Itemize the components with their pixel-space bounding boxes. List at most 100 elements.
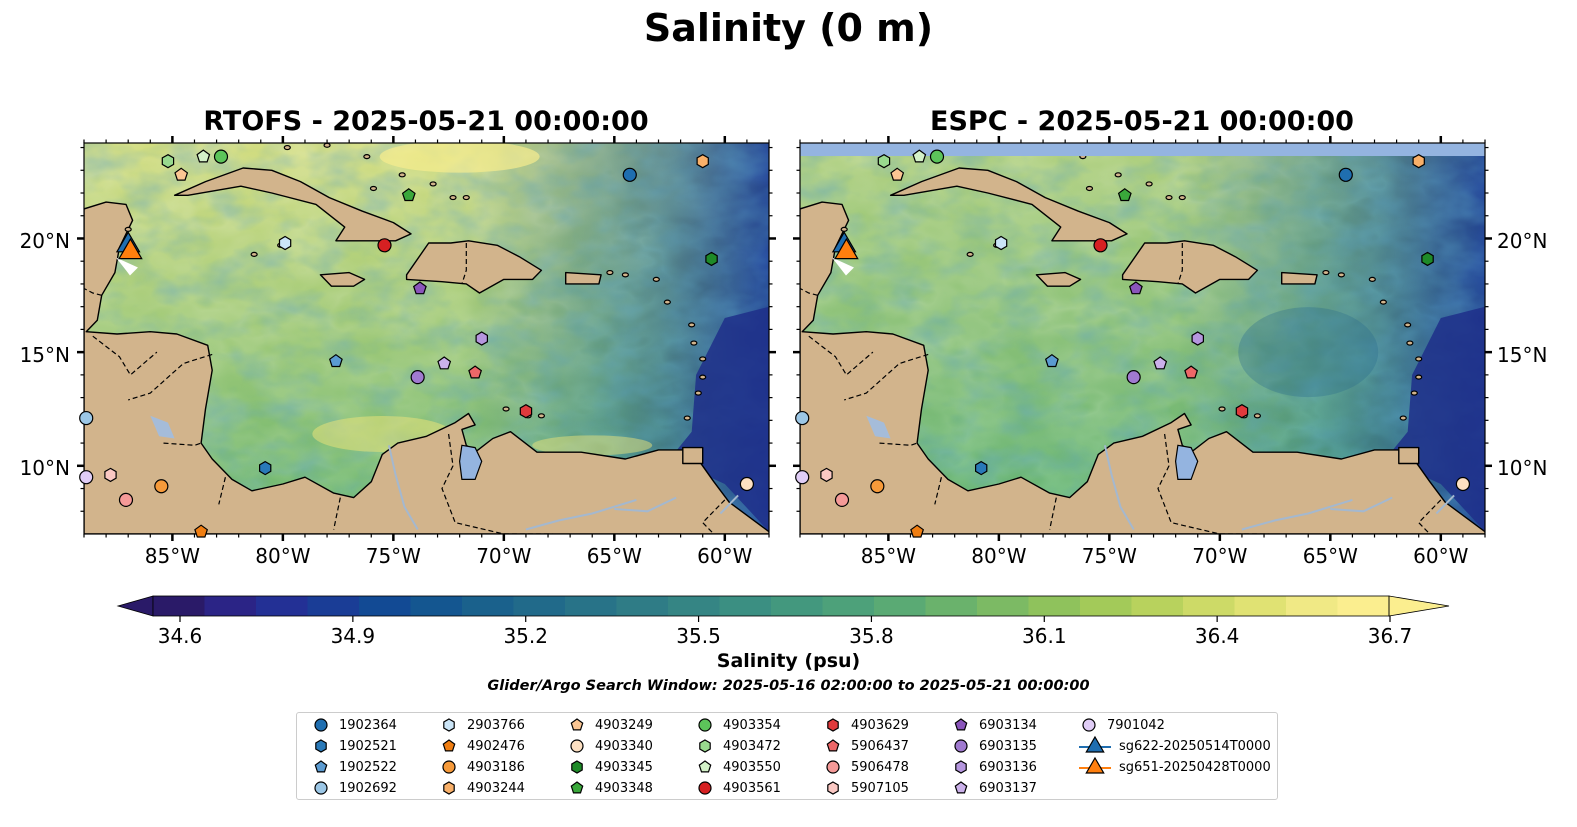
legend-label: 5906478: [851, 759, 909, 775]
legend-item: 2903766: [437, 715, 525, 735]
colorbar-segment: [359, 596, 411, 616]
lat-label: 10°N: [19, 456, 70, 480]
legend-triangle-marker: [1085, 735, 1105, 753]
colorbar-segment: [307, 596, 360, 616]
legend-marker: [443, 718, 455, 732]
legend-circle-icon: [314, 781, 328, 795]
legend-label: 2903766: [467, 717, 525, 733]
legend-label: 4903561: [723, 780, 781, 796]
colorbar-segment: [1337, 596, 1390, 616]
legend-pentagon-icon: [314, 760, 328, 773]
legend-item: 5907105: [821, 778, 909, 798]
legend-marker: [954, 718, 968, 731]
colorbar-segment: [1183, 596, 1235, 616]
legend-label: 4903550: [723, 759, 781, 775]
legend-pentagon-icon: [826, 739, 840, 752]
legend-label: 7901042: [1107, 717, 1165, 733]
legend-label: 6903137: [979, 780, 1037, 796]
legend-marker: [314, 718, 328, 732]
float-marker-7901042: [79, 470, 94, 485]
lon-label: 70°W: [1192, 544, 1248, 568]
float-marker-6903134: [1128, 281, 1143, 295]
colorbar-segment: [565, 596, 617, 616]
legend-marker: [698, 760, 712, 773]
legend-marker: [314, 781, 328, 795]
espc-panel-title: ESPC - 2025-05-21 00:00:00: [930, 106, 1354, 137]
colorbar-segment: [1234, 596, 1287, 616]
colorbar-tick-label: 34.9: [330, 624, 376, 648]
legend-label: 4903186: [467, 759, 525, 775]
colorbar-label: Salinity (psu): [716, 650, 861, 672]
espc-map: [793, 136, 1492, 541]
glider-track: [115, 257, 138, 276]
legend-marker: [827, 718, 839, 732]
figure-title: Salinity (0 m): [643, 6, 934, 50]
legend-item: 1902522: [309, 757, 397, 777]
legend-marker: [315, 739, 327, 753]
legend-item: 1902521: [309, 736, 397, 756]
legend-item: 1902364: [309, 715, 397, 735]
legend-item: sg622-20250514T0000: [1077, 735, 1271, 756]
float-marker-4903186: [154, 479, 169, 494]
float-marker-5906478: [118, 492, 134, 508]
float-marker-4903345: [705, 251, 718, 267]
colorbar-segment: [771, 596, 823, 616]
float-markers: [795, 149, 1471, 538]
colorbar-segment: [1131, 596, 1184, 616]
colorbar-segment: [719, 596, 772, 616]
float-marker-1902692: [79, 410, 94, 426]
legend-pentagon-icon: [954, 718, 968, 731]
float-marker-6903134: [412, 281, 427, 295]
legend-label: 1902521: [339, 738, 397, 754]
legend-circle-icon: [1082, 718, 1096, 732]
float-marker-7901042: [795, 470, 810, 485]
glider-marker-sg651-20250428T0000: [118, 237, 143, 260]
colorbar-tick-label: 35.5: [676, 624, 721, 648]
colorbar-tick-label: 35.2: [503, 624, 548, 648]
legend-label: 1902522: [339, 759, 397, 775]
colorbar-segment: [977, 596, 1029, 616]
float-marker-6903135: [1126, 370, 1141, 385]
legend-item: sg651-20250428T0000: [1077, 756, 1271, 777]
legend-pentagon-icon: [570, 781, 584, 794]
legend-label: 1902364: [339, 717, 397, 733]
float-marker-6903136: [475, 331, 488, 346]
legend-circle-icon: [698, 781, 712, 795]
legend-marker: [699, 739, 711, 753]
legend-label: 4903472: [723, 738, 781, 754]
lat-label: 15°N: [19, 343, 70, 367]
colorbar-extend-max: [1388, 595, 1450, 617]
search-window-text: Glider/Argo Search Window: 2025-05-16 02…: [487, 678, 1090, 694]
float-marker-1902521: [259, 460, 272, 476]
legend-hexagon-icon: [699, 739, 711, 753]
lon-label: 85°W: [860, 544, 916, 568]
legend-circle-icon: [570, 739, 584, 753]
float-marker-6903135: [410, 370, 425, 385]
legend-item: 6903136: [949, 757, 1037, 777]
lon-label: 60°W: [1413, 544, 1469, 568]
colorbar-tick-label: 36.7: [1367, 624, 1413, 648]
legend-item: 4903244: [437, 778, 525, 798]
lat-label: 15°N: [1497, 343, 1548, 367]
float-marker-1902692: [795, 410, 810, 426]
float-marker-4903345: [1421, 251, 1434, 267]
legend-hexagon-icon: [827, 718, 839, 732]
legend-circle-icon: [954, 739, 968, 753]
lon-label: 85°W: [144, 544, 200, 568]
float-marker-1902364: [622, 167, 637, 182]
legend-label: 6903136: [979, 759, 1037, 775]
map-panels: [77, 136, 1492, 541]
float-marker-2903766: [278, 235, 292, 251]
legend-circle-icon: [826, 760, 840, 774]
lat-label: 10°N: [1497, 456, 1548, 480]
legend-label: 4902476: [467, 738, 525, 754]
legend-item: 5906478: [821, 757, 909, 777]
colorbar-segment: [462, 596, 514, 616]
glider-marker-sg651-20250428T0000: [834, 237, 859, 260]
legend-item: 4903354: [693, 715, 781, 735]
colorbar-segment: [1080, 596, 1132, 616]
float-marker-4903340: [739, 476, 755, 492]
float-marker-4903550: [196, 149, 211, 163]
colorbar-segment: [256, 596, 308, 616]
legend-marker: [1082, 718, 1096, 732]
